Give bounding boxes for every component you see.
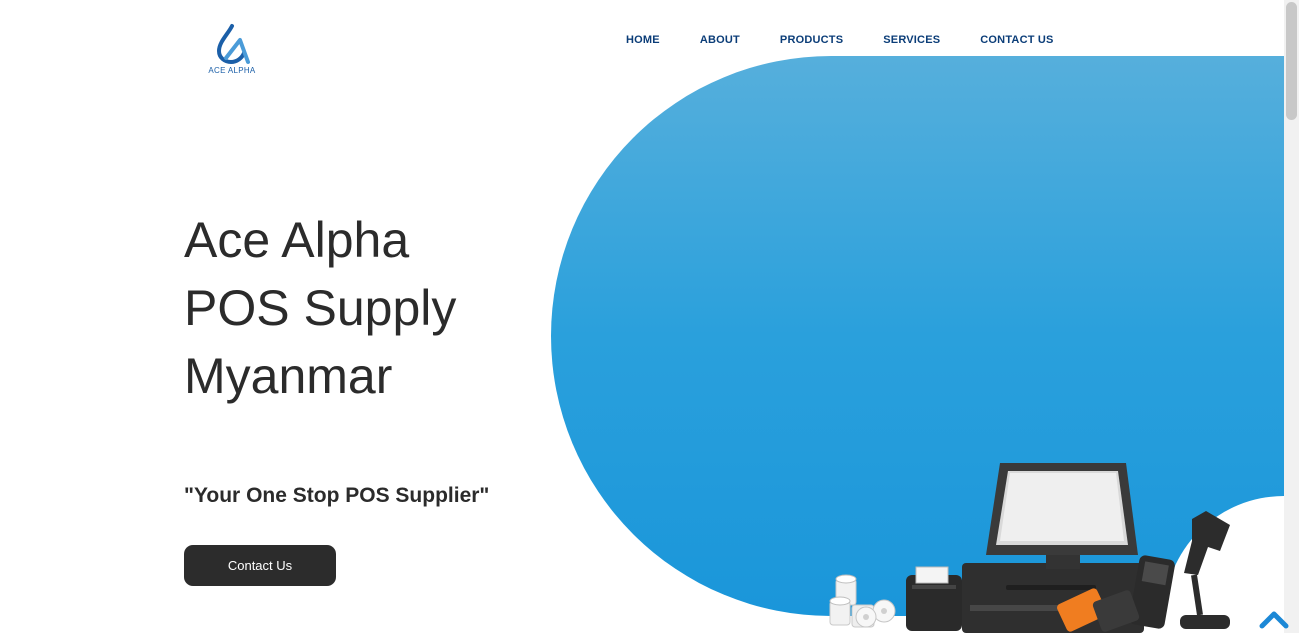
paper-rolls-icon	[829, 574, 896, 628]
card-terminal-icon	[1129, 555, 1175, 629]
nav-services[interactable]: SERVICES	[883, 34, 941, 46]
hero-title-line-2: POS Supply	[184, 280, 457, 336]
nav-home[interactable]: HOME	[626, 34, 660, 46]
nfc-card-icon	[1057, 588, 1140, 632]
hero-title-line-1: Ace Alpha	[184, 212, 410, 268]
logo-wordmark: ACE ALPHA	[208, 66, 256, 75]
hero-blue-shape	[551, 56, 1284, 616]
barcode-scanner-icon	[1180, 511, 1230, 629]
page-scrollbar[interactable]	[1284, 0, 1299, 633]
alpha-drop-icon	[216, 24, 250, 65]
brand-logo[interactable]: ACE ALPHA	[204, 22, 260, 80]
contact-us-button[interactable]: Contact Us	[184, 545, 336, 586]
pos-hardware-illustration	[829, 463, 1230, 633]
scroll-to-top-button[interactable]	[1258, 604, 1290, 632]
hero-title-line-3: Myanmar	[184, 348, 393, 404]
receipt-printer-icon	[906, 566, 962, 631]
nav-products[interactable]: PRODUCTS	[779, 34, 844, 46]
hero-title: Ace Alpha POS Supply Myanmar	[184, 206, 544, 410]
nav-about[interactable]: ABOUT	[699, 34, 740, 46]
chevron-up-icon	[1259, 611, 1289, 629]
nav-contact-us[interactable]: CONTACT US	[980, 34, 1054, 46]
pos-monitor-icon	[986, 463, 1138, 569]
main-navigation: HOME ABOUT PRODUCTS SERVICES CONTACT US	[626, 34, 1094, 46]
scrollbar-thumb[interactable]	[1286, 2, 1297, 120]
hero-tagline: "Your One Stop POS Supplier"	[184, 484, 490, 507]
